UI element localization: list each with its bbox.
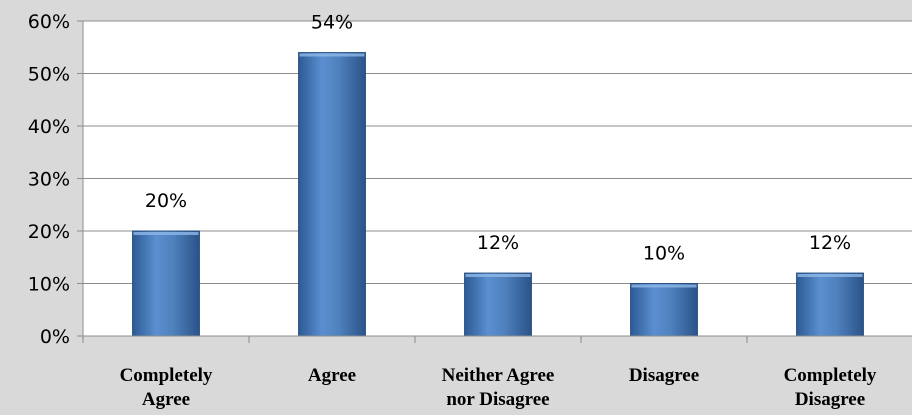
bar-highlight bbox=[797, 274, 863, 277]
y-tick-label: 10% bbox=[28, 274, 70, 296]
data-label: 12% bbox=[809, 232, 851, 254]
x-tick-label: nor Disagree bbox=[446, 389, 549, 410]
x-tick-label: Neither Agree bbox=[442, 365, 555, 386]
y-tick-label: 20% bbox=[28, 221, 70, 243]
bar bbox=[796, 272, 864, 337]
bar bbox=[132, 230, 200, 337]
bar bbox=[630, 283, 698, 337]
bar-highlight bbox=[631, 284, 697, 288]
y-tick-label: 0% bbox=[40, 326, 70, 348]
data-labels: 20% 54% 12% 10% 12% bbox=[145, 12, 851, 265]
data-label: 20% bbox=[145, 190, 187, 212]
x-tick-label: Disagree bbox=[629, 365, 699, 386]
x-tick-label: Completely bbox=[784, 365, 877, 386]
bar-highlight bbox=[133, 232, 199, 235]
x-axis: Completely Agree Agree Neither Agree nor Dis… bbox=[82, 335, 912, 410]
bar bbox=[464, 272, 532, 337]
x-tick-label: Agree bbox=[142, 389, 190, 410]
x-tick-label: Agree bbox=[308, 365, 356, 386]
y-tick-label: 30% bbox=[28, 169, 70, 191]
bar bbox=[298, 52, 366, 337]
bars bbox=[132, 52, 864, 337]
data-label: 12% bbox=[477, 232, 519, 254]
y-tick-label: 60% bbox=[28, 11, 70, 33]
bar-highlight bbox=[465, 274, 531, 277]
y-tick-label: 50% bbox=[28, 64, 70, 86]
data-label: 54% bbox=[311, 12, 353, 34]
x-tick-label: Completely bbox=[120, 365, 213, 386]
data-label: 10% bbox=[643, 243, 685, 265]
bar-highlight bbox=[299, 53, 365, 57]
x-tick-label: Disagree bbox=[795, 389, 865, 410]
gridlines bbox=[83, 20, 912, 284]
y-tick-label: 40% bbox=[28, 116, 70, 138]
y-axis: 0% 10% 20% 30% 40% 50% 60% bbox=[28, 11, 84, 348]
